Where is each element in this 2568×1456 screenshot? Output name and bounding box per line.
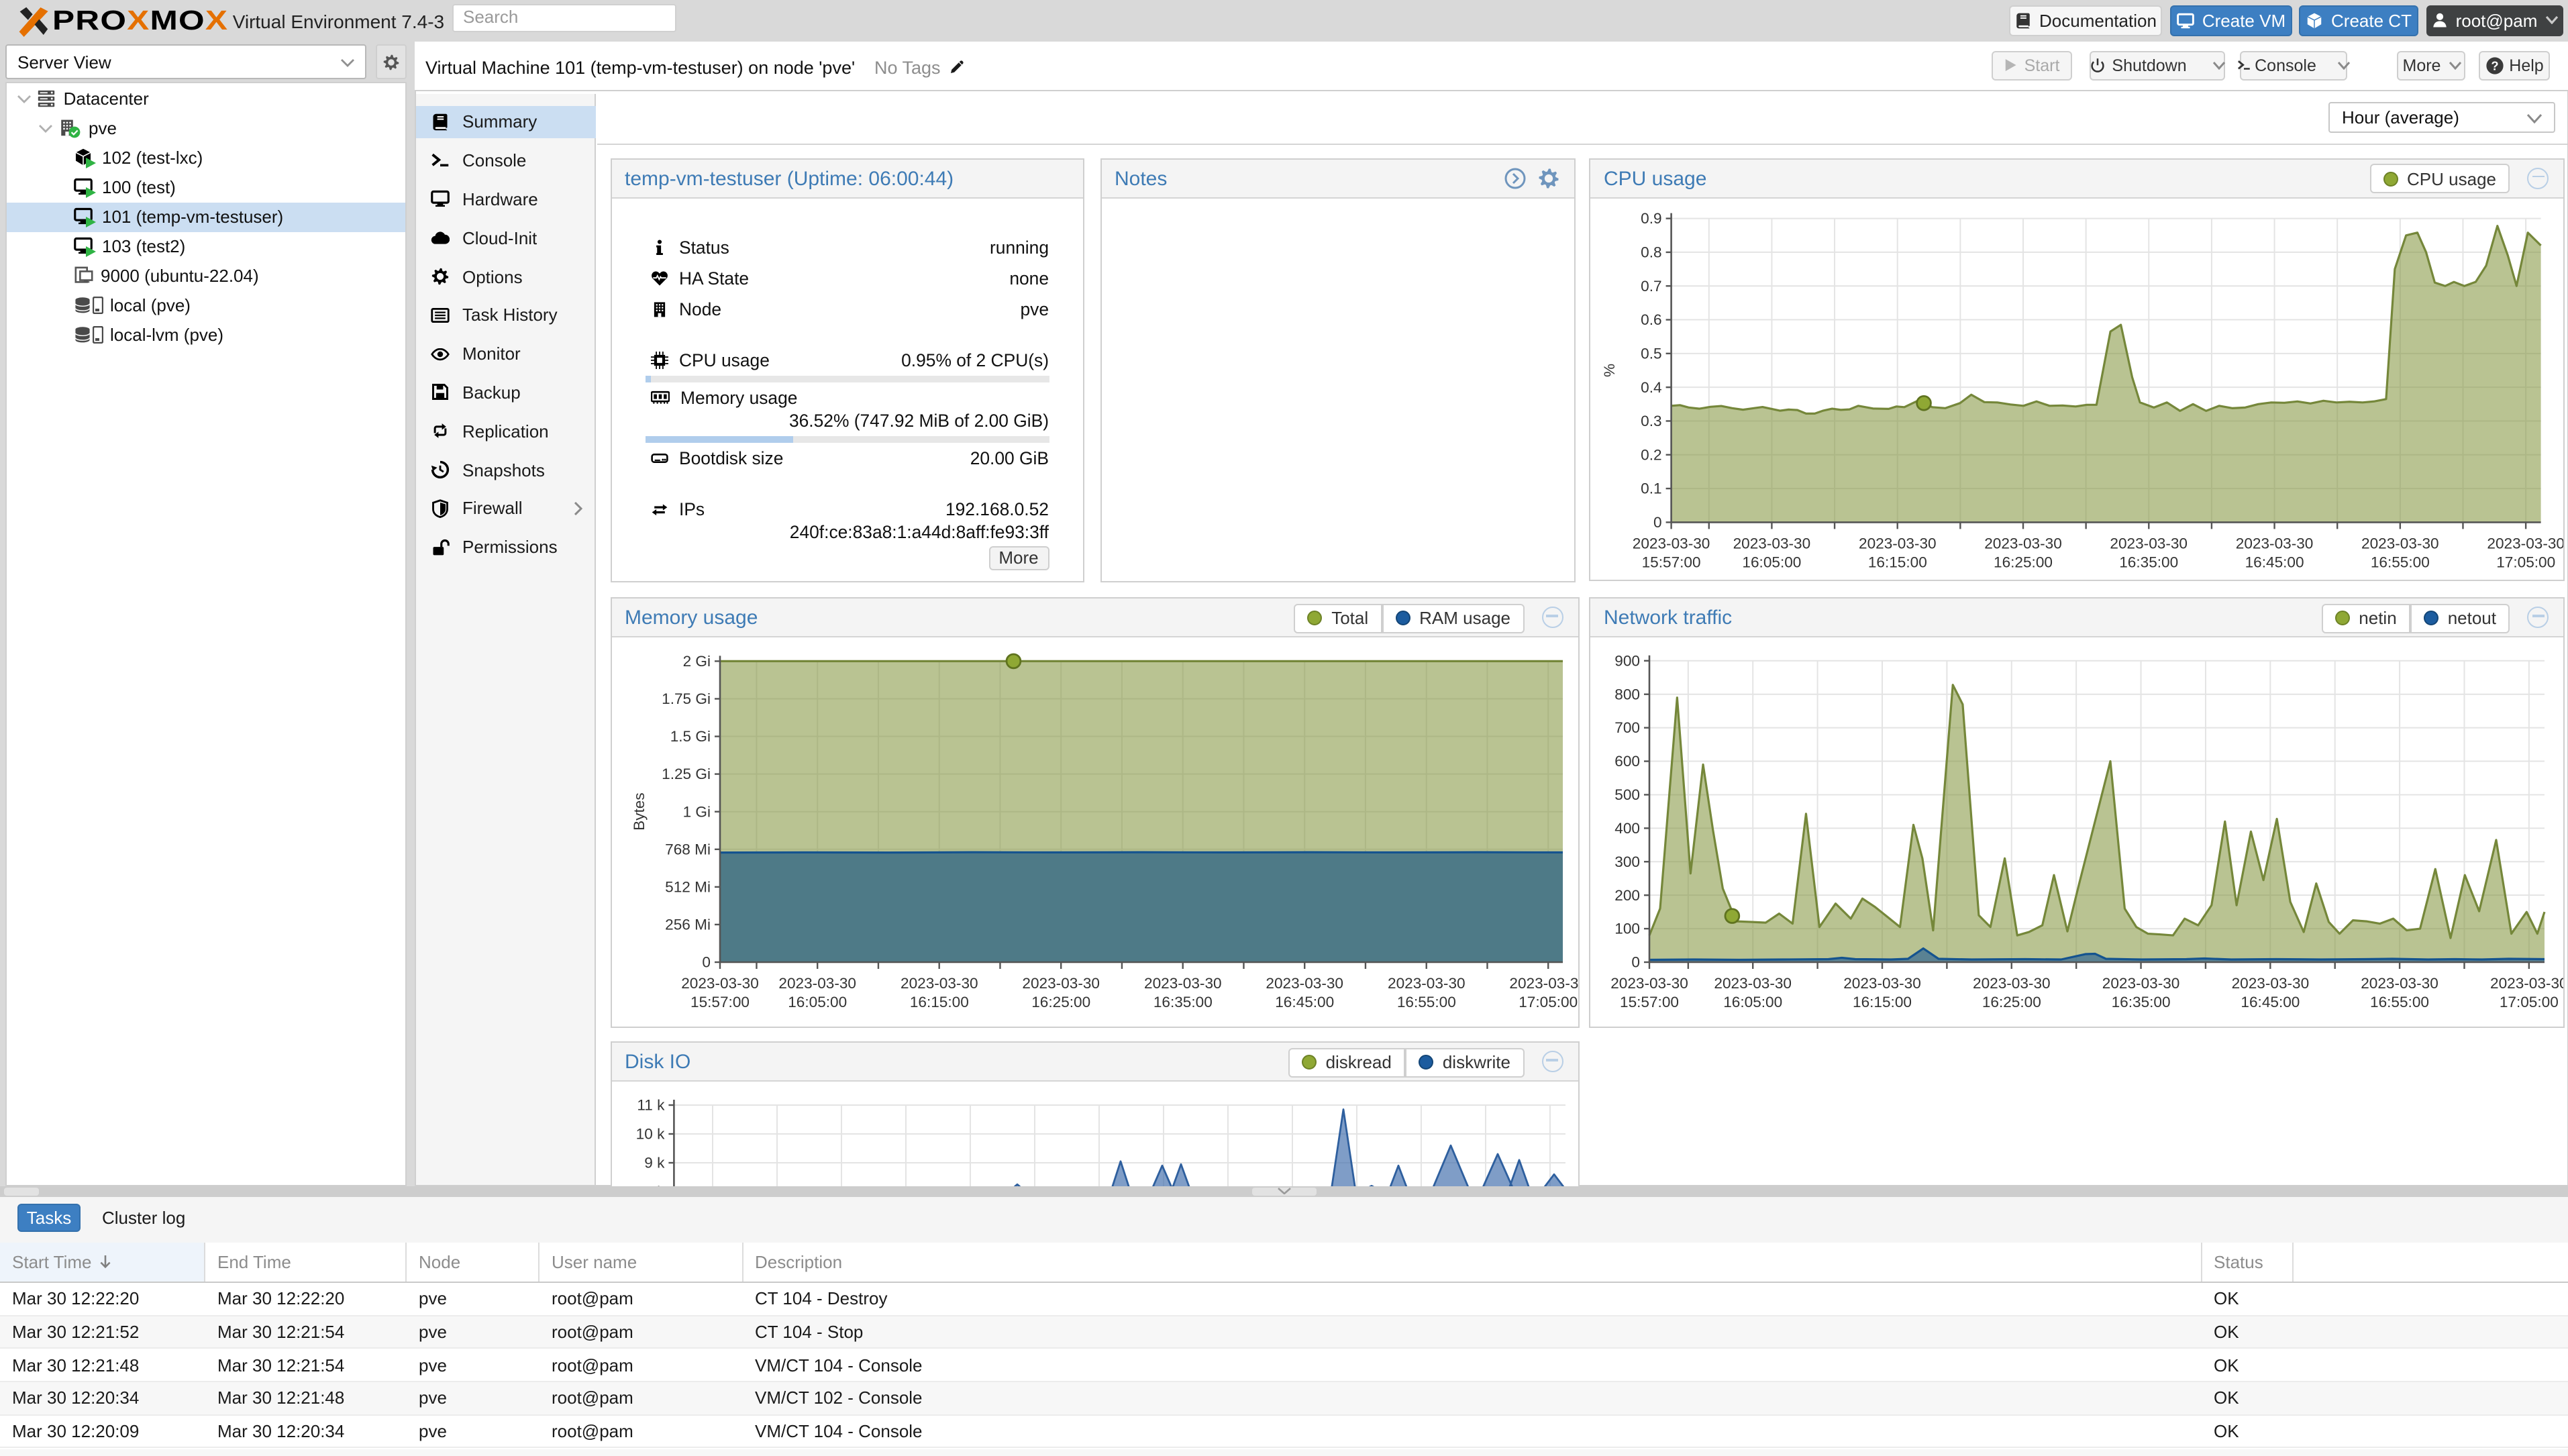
svg-text:2023-03-30: 2023-03-30 <box>2232 975 2310 992</box>
svg-text:%: % <box>1601 363 1618 376</box>
svg-text:16:15:00: 16:15:00 <box>1853 994 1912 1010</box>
svg-text:768 Mi: 768 Mi <box>664 841 710 857</box>
svg-text:16:25:00: 16:25:00 <box>1994 553 2053 570</box>
svg-text:2023-03-30: 2023-03-30 <box>2361 975 2438 992</box>
svg-text:0: 0 <box>701 954 710 971</box>
svg-text:0.7: 0.7 <box>1641 277 1661 294</box>
svg-text:2023-03-30: 2023-03-30 <box>1610 975 1688 992</box>
svg-text:2 Gi: 2 Gi <box>682 653 710 670</box>
svg-text:2023-03-30: 2023-03-30 <box>1633 534 1710 551</box>
svg-text:256 Mi: 256 Mi <box>664 917 710 933</box>
svg-text:16:25:00: 16:25:00 <box>1031 994 1090 1010</box>
svg-text:2023-03-30: 2023-03-30 <box>1021 975 1099 992</box>
svg-text:512 Mi: 512 Mi <box>664 878 710 895</box>
svg-text:16:15:00: 16:15:00 <box>1868 553 1927 570</box>
svg-text:16:45:00: 16:45:00 <box>2241 994 2300 1010</box>
svg-text:2023-03-30: 2023-03-30 <box>680 975 758 992</box>
svg-text:1.25 Gi: 1.25 Gi <box>661 766 710 782</box>
svg-text:0: 0 <box>1653 513 1662 530</box>
svg-text:8 k: 8 k <box>644 1184 664 1188</box>
svg-text:1 Gi: 1 Gi <box>682 803 710 820</box>
svg-text:500: 500 <box>1614 786 1640 803</box>
svg-text:10 k: 10 k <box>635 1126 664 1143</box>
svg-text:2023-03-30: 2023-03-30 <box>778 975 856 992</box>
svg-text:2023-03-30: 2023-03-30 <box>2361 534 2439 551</box>
svg-text:600: 600 <box>1614 753 1640 770</box>
svg-text:16:35:00: 16:35:00 <box>2112 994 2171 1010</box>
svg-text:2023-03-30: 2023-03-30 <box>2490 975 2563 992</box>
svg-text:17:05:00: 17:05:00 <box>2496 553 2555 570</box>
svg-text:2023-03-30: 2023-03-30 <box>900 975 978 992</box>
svg-text:15:57:00: 15:57:00 <box>1620 994 1679 1010</box>
svg-text:0.1: 0.1 <box>1641 480 1661 497</box>
svg-text:2023-03-30: 2023-03-30 <box>1143 975 1221 992</box>
svg-text:800: 800 <box>1614 686 1640 703</box>
svg-text:16:15:00: 16:15:00 <box>909 994 968 1010</box>
svg-text:700: 700 <box>1614 719 1640 736</box>
svg-text:2023-03-30: 2023-03-30 <box>1508 975 1578 992</box>
svg-text:2023-03-30: 2023-03-30 <box>1387 975 1465 992</box>
svg-text:2023-03-30: 2023-03-30 <box>2487 534 2563 551</box>
svg-text:2023-03-30: 2023-03-30 <box>1973 975 2051 992</box>
svg-text:0: 0 <box>1631 954 1640 971</box>
svg-text:16:25:00: 16:25:00 <box>1982 994 2041 1010</box>
svg-text:300: 300 <box>1614 853 1640 870</box>
svg-text:Bytes: Bytes <box>630 792 647 831</box>
svg-text:16:05:00: 16:05:00 <box>1742 553 1801 570</box>
svg-text:0.2: 0.2 <box>1641 446 1661 462</box>
svg-text:900: 900 <box>1614 652 1640 669</box>
svg-text:16:55:00: 16:55:00 <box>2370 994 2429 1010</box>
svg-text:16:05:00: 16:05:00 <box>787 994 846 1010</box>
svg-text:11 k: 11 k <box>636 1097 664 1114</box>
svg-text:0.6: 0.6 <box>1641 311 1661 327</box>
svg-text:2023-03-30: 2023-03-30 <box>1265 975 1343 992</box>
svg-text:2023-03-30: 2023-03-30 <box>2236 534 2314 551</box>
svg-text:16:05:00: 16:05:00 <box>1723 994 1782 1010</box>
svg-text:100: 100 <box>1614 921 1640 937</box>
svg-text:17:05:00: 17:05:00 <box>2500 994 2559 1010</box>
svg-text:1.5 Gi: 1.5 Gi <box>670 728 710 745</box>
svg-text:0.5: 0.5 <box>1641 344 1661 361</box>
svg-text:16:55:00: 16:55:00 <box>1396 994 1455 1010</box>
svg-text:0.9: 0.9 <box>1641 209 1661 226</box>
svg-text:15:57:00: 15:57:00 <box>1642 553 1701 570</box>
svg-text:15:57:00: 15:57:00 <box>690 994 749 1010</box>
svg-text:9 k: 9 k <box>644 1155 664 1172</box>
svg-text:16:45:00: 16:45:00 <box>2245 553 2304 570</box>
svg-text:2023-03-30: 2023-03-30 <box>1984 534 2062 551</box>
svg-text:0.3: 0.3 <box>1641 412 1661 429</box>
svg-text:0.8: 0.8 <box>1641 244 1661 260</box>
svg-text:2023-03-30: 2023-03-30 <box>1843 975 1921 992</box>
svg-text:2023-03-30: 2023-03-30 <box>1859 534 1937 551</box>
svg-text:16:35:00: 16:35:00 <box>1153 994 1212 1010</box>
svg-text:2023-03-30: 2023-03-30 <box>1733 534 1811 551</box>
svg-text:17:05:00: 17:05:00 <box>1518 994 1577 1010</box>
svg-text:200: 200 <box>1614 887 1640 904</box>
svg-text:2023-03-30: 2023-03-30 <box>1714 975 1792 992</box>
svg-text:2023-03-30: 2023-03-30 <box>2102 975 2180 992</box>
svg-text:0.4: 0.4 <box>1641 378 1661 395</box>
svg-text:400: 400 <box>1614 820 1640 837</box>
svg-text:2023-03-30: 2023-03-30 <box>2110 534 2188 551</box>
svg-text:16:45:00: 16:45:00 <box>1274 994 1333 1010</box>
svg-text:16:55:00: 16:55:00 <box>2371 553 2430 570</box>
svg-text:16:35:00: 16:35:00 <box>2119 553 2178 570</box>
svg-text:?: ? <box>2491 58 2498 72</box>
svg-text:1.75 Gi: 1.75 Gi <box>661 690 710 707</box>
